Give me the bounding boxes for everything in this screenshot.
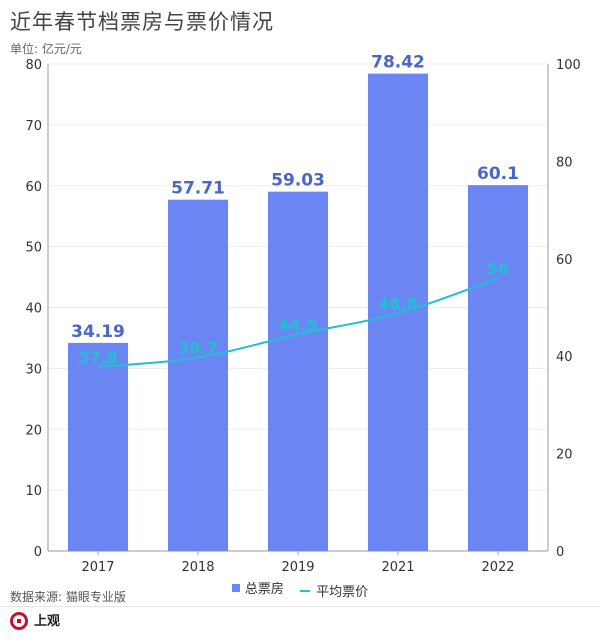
y-left-tick-label: 0 [34,545,42,560]
x-tick-label: 2022 [481,560,514,575]
line-value-label: 44.5 [278,315,317,334]
logo-mark-icon [10,612,28,630]
unit-label: 单位: 亿元/元 [10,42,82,56]
combo-chart: 0 10 20 30 40 50 60 70 80 0 20 40 60 80 100 34.19 57.71 5… [25,53,581,575]
legend-item-box-office: 总票房 [231,578,284,597]
footer-divider [0,606,600,607]
y-left-tick-label: 10 [25,484,42,499]
y-right-tick-label: 80 [556,155,573,170]
x-tick-label: 2021 [381,560,414,575]
bar [68,342,128,551]
brand-logo: 上观 [10,612,60,630]
brand-name: 上观 [34,613,61,629]
bar-value-label: 60.1 [477,164,519,184]
line-value-label: 56 [487,259,509,278]
y-right-tick-label: 100 [556,58,581,73]
y-left-tick-label: 30 [25,362,42,377]
chart-title: 近年春节档票房与票价情况 [10,10,274,34]
y-right-tick-label: 0 [556,545,564,560]
y-right-tick-label: 20 [556,448,573,463]
bar [468,185,528,552]
legend-item-avg-price: 平均票价 [300,581,368,600]
x-tick-label: 2018 [181,560,214,575]
x-tick-label: 2019 [281,560,314,575]
bar [268,191,328,551]
legend-label-avg-price: 平均票价 [316,585,369,600]
y-left-tick-label: 60 [25,180,42,195]
bar-value-label: 78.42 [371,53,425,73]
y-right-tick-label: 60 [556,253,573,268]
legend-swatch-line [300,589,311,592]
y-left-tick-label: 20 [25,423,42,438]
y-left-tick-label: 80 [25,58,42,73]
y-left-tick-label: 40 [25,302,42,317]
legend-label-box-office: 总票房 [244,582,284,597]
bar [168,199,228,551]
avg-price-line [97,277,499,368]
y-left-tick-label: 50 [25,241,42,256]
line-value-label: 39.7 [178,339,217,358]
line-value-label: 48.8 [378,294,417,313]
bar-value-label: 34.19 [71,322,125,342]
bar-value-label: 59.03 [271,171,325,191]
legend: 总票房 平均票价 [0,578,600,600]
legend-swatch-bar [231,583,240,592]
bar-value-label: 57.71 [171,179,225,199]
y-right-tick-label: 40 [556,350,573,365]
x-tick-label: 2017 [81,560,114,575]
line-value-label: 37.8 [78,348,117,367]
y-left-tick-label: 70 [25,119,42,134]
data-source: 数据来源: 猫眼专业版 [10,590,126,604]
